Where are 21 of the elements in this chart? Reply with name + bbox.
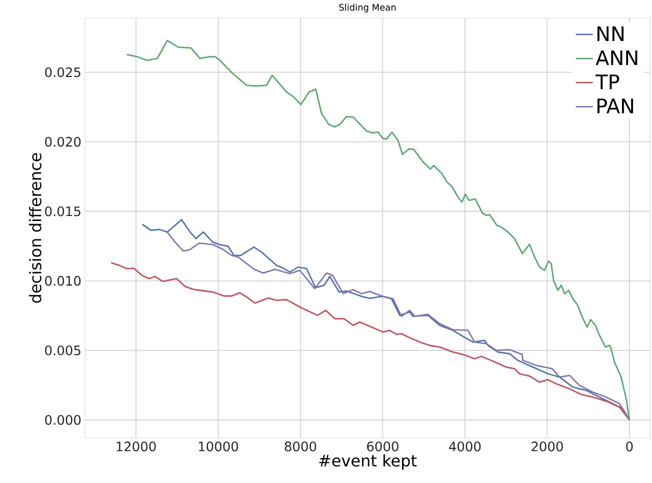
- line-series: [110, 262, 630, 421]
- legend-label: NN: [598, 26, 624, 41]
- legend-label: TP: [595, 74, 620, 90]
- legend-label: ANN: [596, 50, 638, 66]
- chart-title: Sliding Mean: [339, 4, 396, 12]
- y-tick-label: 0.010: [45, 276, 81, 286]
- y-axis-title: decision difference: [29, 153, 42, 303]
- x-tick-label: 8000: [284, 442, 316, 452]
- y-tick-label: 0.015: [45, 206, 80, 216]
- x-tick-label: 10000: [198, 442, 238, 452]
- x-tick-label: 12000: [116, 442, 156, 452]
- y-tick-label: 0.000: [45, 415, 81, 425]
- x-tick-label: 6000: [367, 442, 398, 452]
- y-tick-label: 0.025: [45, 67, 80, 78]
- x-tick-label: 4000: [449, 442, 481, 452]
- y-tick-label: 0.020: [45, 136, 81, 147]
- y-tick-label: 0.005: [45, 345, 80, 356]
- x-tick-label: 2000: [532, 442, 563, 452]
- x-tick-label: 0: [626, 442, 633, 452]
- legend-label: PAN: [598, 98, 634, 114]
- x-axis-title: #event kept: [319, 454, 417, 470]
